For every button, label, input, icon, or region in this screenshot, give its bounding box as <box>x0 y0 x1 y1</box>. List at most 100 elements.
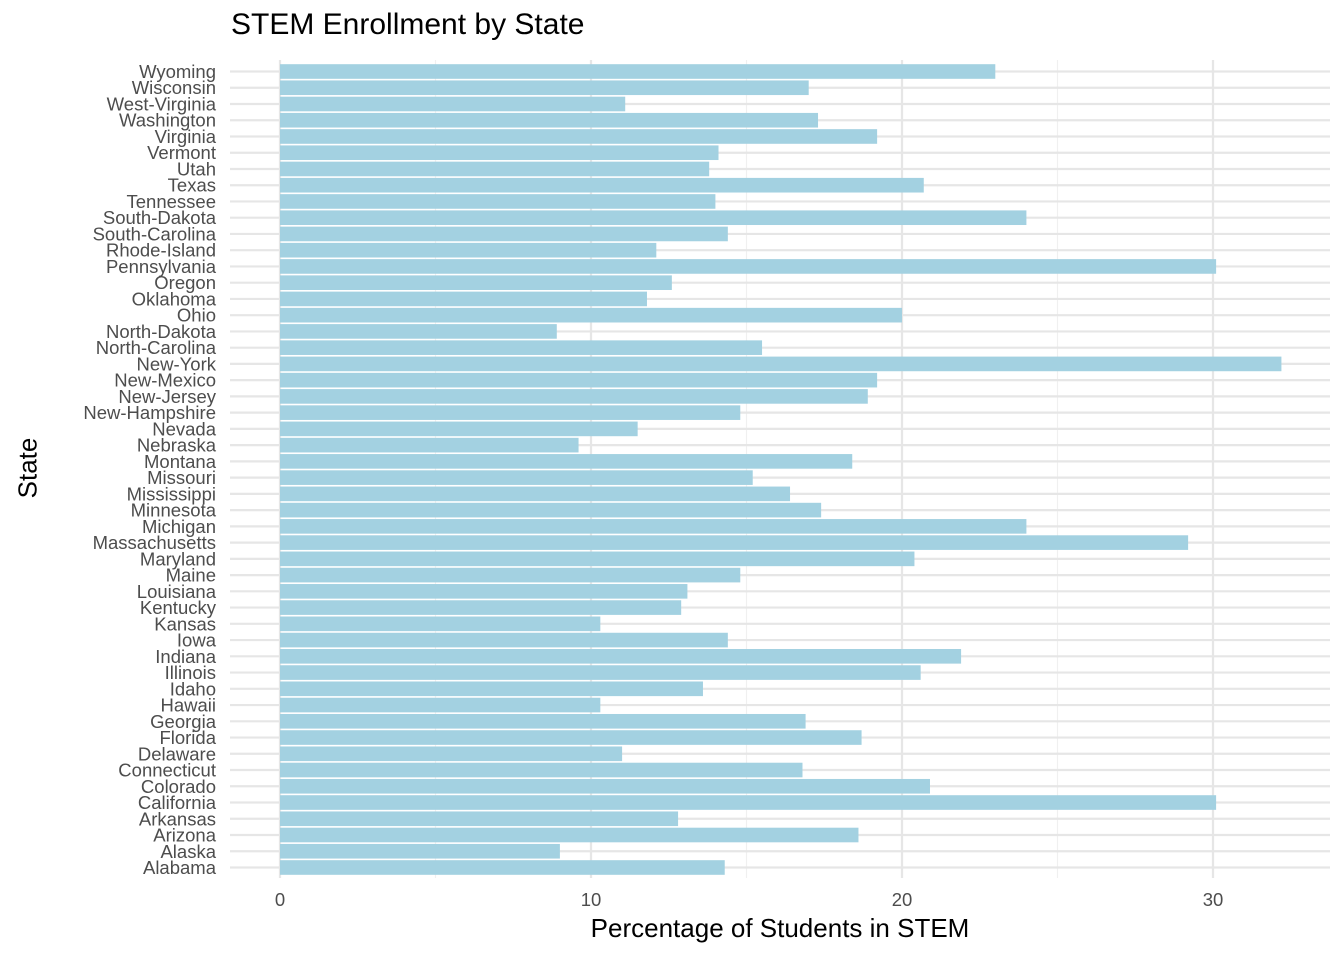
y-tick-label: Ohio <box>177 305 216 326</box>
bar-michigan <box>280 519 1027 534</box>
y-tick-label: Arkansas <box>139 808 216 829</box>
bar-wyoming <box>280 64 996 79</box>
bar-alabama <box>280 860 725 875</box>
bar-layer <box>280 64 1282 875</box>
chart-title: STEM Enrollment by State <box>231 8 585 41</box>
bar-alaska <box>280 843 560 859</box>
y-tick-label: North-Carolina <box>96 337 217 358</box>
x-tick-labels: 0 10 20 30 <box>275 889 1223 910</box>
bar-south-carolina <box>280 226 728 242</box>
x-tick-label: 10 <box>581 889 602 910</box>
bar-montana <box>280 454 853 469</box>
y-tick-label: Vermont <box>147 142 216 163</box>
bar-indiana <box>280 649 962 664</box>
y-tick-label: Delaware <box>138 743 216 764</box>
y-tick-label: New-Mexico <box>114 370 216 391</box>
bar-ohio <box>280 307 902 323</box>
bar-louisiana <box>280 584 688 599</box>
bar-nevada <box>280 421 638 437</box>
y-tick-labels: AlabamaAlaskaArizonaArkansasCaliforniaCo… <box>83 61 216 878</box>
y-tick-label: Kentucky <box>140 597 217 618</box>
y-tick-label: Minnesota <box>131 500 217 521</box>
y-tick-label: Pennsylvania <box>106 256 217 277</box>
y-tick-label: New-Jersey <box>118 386 216 407</box>
bar-colorado <box>280 778 930 794</box>
y-tick-label: South-Dakota <box>103 207 217 228</box>
bar-arkansas <box>280 811 679 827</box>
y-tick-label: Utah <box>177 158 216 179</box>
x-axis-title: Percentage of Students in STEM <box>590 913 970 943</box>
bar-new-mexico <box>280 372 878 388</box>
y-tick-label: Indiana <box>155 646 216 667</box>
bar-minnesota <box>280 502 822 518</box>
y-tick-label: Hawaii <box>160 695 216 716</box>
bar-missouri <box>280 470 753 485</box>
bar-delaware <box>280 746 623 762</box>
bar-vermont <box>280 145 719 161</box>
y-tick-label: Oklahoma <box>132 288 217 309</box>
bar-new-york <box>280 356 1282 372</box>
bar-north-dakota <box>280 324 557 339</box>
bar-virginia <box>280 129 878 144</box>
y-tick-label: California <box>138 792 217 813</box>
bar-rhode-island <box>280 242 657 258</box>
y-tick-label: Nevada <box>152 418 216 439</box>
y-tick-label: Florida <box>159 727 216 748</box>
bar-massachusetts <box>280 535 1189 550</box>
bar-florida <box>280 730 862 745</box>
bar-utah <box>280 161 710 177</box>
y-tick-label: Tennessee <box>127 191 216 212</box>
bar-new-jersey <box>280 389 868 404</box>
bar-new-hampshire <box>280 405 741 420</box>
bar-west-virginia <box>280 96 626 112</box>
y-tick-label: Maine <box>166 565 216 586</box>
y-tick-label: Wyoming <box>139 61 216 82</box>
bar-nebraska <box>280 437 579 453</box>
bar-iowa <box>280 632 728 648</box>
y-tick-label: Washington <box>119 110 216 131</box>
y-tick-label: Mississippi <box>127 483 216 504</box>
y-tick-label: Arizona <box>153 825 216 846</box>
y-tick-label: Connecticut <box>118 760 216 781</box>
bar-oklahoma <box>280 291 647 307</box>
bar-hawaii <box>280 697 601 713</box>
y-tick-label: Kansas <box>154 613 216 634</box>
y-tick-label: Louisiana <box>137 581 217 602</box>
y-tick-label: Missouri <box>147 467 216 488</box>
y-tick-label: Iowa <box>177 630 217 651</box>
y-tick-label: Oregon <box>154 272 216 293</box>
x-tick-label: 20 <box>892 889 913 910</box>
y-tick-label: Michigan <box>142 516 216 537</box>
bar-south-dakota <box>280 210 1027 226</box>
y-tick-label: South-Carolina <box>93 223 217 244</box>
y-axis-title: State <box>12 437 43 499</box>
x-tick-label: 30 <box>1203 889 1224 910</box>
y-tick-label: Virginia <box>155 126 217 147</box>
bar-wisconsin <box>280 80 809 96</box>
bar-idaho <box>280 681 703 697</box>
bar-oregon <box>280 275 672 290</box>
y-tick-label: Rhode-Island <box>106 240 216 261</box>
y-tick-label: Idaho <box>170 678 216 699</box>
y-tick-label: Montana <box>144 451 217 472</box>
bar-washington <box>280 112 819 128</box>
bar-kentucky <box>280 600 682 615</box>
y-tick-label: Alaska <box>160 841 216 862</box>
bar-connecticut <box>280 762 803 778</box>
y-tick-label: New-York <box>136 353 216 374</box>
bar-maine <box>280 567 741 583</box>
bar-illinois <box>280 665 921 680</box>
y-tick-label: New-Hampshire <box>83 402 216 423</box>
y-tick-label: Illinois <box>165 662 216 683</box>
y-tick-label: Georgia <box>150 711 217 732</box>
y-tick-label: West-Virginia <box>107 93 217 114</box>
bar-arizona <box>280 827 859 843</box>
bar-mississippi <box>280 486 791 502</box>
y-tick-label: Massachusetts <box>93 532 216 553</box>
y-tick-label: Maryland <box>140 548 216 569</box>
bar-california <box>280 795 1217 810</box>
bar-north-carolina <box>280 340 763 355</box>
bar-maryland <box>280 551 915 567</box>
y-tick-label: Texas <box>168 175 216 196</box>
